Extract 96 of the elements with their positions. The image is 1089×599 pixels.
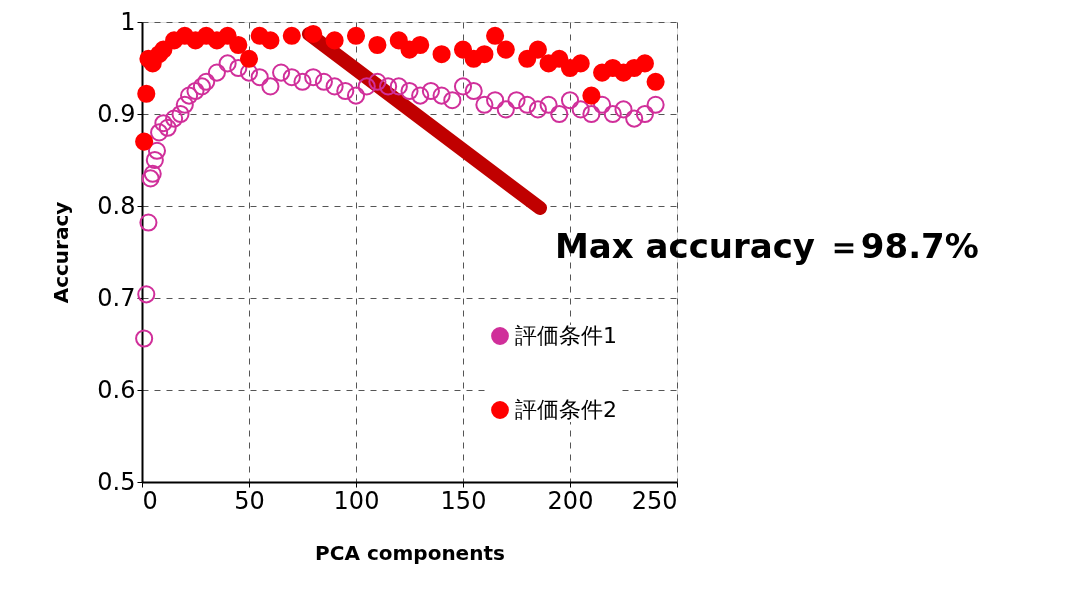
point <box>411 86 430 105</box>
point <box>207 63 226 82</box>
point <box>528 40 547 59</box>
point <box>346 86 366 105</box>
y-tick-label: 0.6 <box>97 375 136 404</box>
annotation: Max accuracy ＝98.7% <box>555 226 979 266</box>
point <box>239 63 259 82</box>
point <box>593 95 612 114</box>
point <box>389 77 408 96</box>
point <box>282 68 301 87</box>
y-tick-label: 0.5 <box>97 467 136 496</box>
x-axis-title: PCA components <box>315 540 505 565</box>
point <box>582 86 601 105</box>
point <box>368 35 387 55</box>
point <box>550 104 569 124</box>
point <box>411 35 430 55</box>
y-tick-label: 0.8 <box>97 191 136 220</box>
y-tick-label: 0.7 <box>97 283 136 312</box>
point <box>625 109 644 128</box>
point <box>192 77 211 96</box>
point <box>432 86 451 105</box>
point <box>518 95 537 114</box>
point <box>293 72 312 91</box>
point <box>571 100 590 119</box>
point <box>646 95 665 114</box>
point <box>145 150 164 170</box>
point <box>336 81 355 101</box>
point <box>143 164 162 183</box>
point <box>229 35 248 55</box>
x-tick-label: 100 <box>333 486 380 515</box>
point <box>147 141 167 160</box>
point <box>635 104 654 124</box>
point <box>346 26 366 45</box>
point <box>154 114 173 133</box>
point <box>486 91 505 110</box>
point <box>135 329 154 348</box>
point <box>475 45 494 64</box>
y-tick-label: 1 <box>120 7 136 36</box>
point <box>150 123 169 142</box>
point <box>357 77 376 96</box>
point <box>582 104 601 124</box>
point <box>171 104 190 124</box>
point <box>218 54 237 73</box>
point <box>475 95 494 114</box>
point <box>175 95 194 114</box>
y-axis-title: Accuracy <box>49 201 74 304</box>
x-tick-label: 50 <box>234 486 265 515</box>
point <box>325 77 344 96</box>
point <box>139 213 158 232</box>
point <box>239 49 259 68</box>
point <box>261 31 280 50</box>
point <box>272 63 291 82</box>
point <box>603 104 622 124</box>
point <box>432 45 451 64</box>
point <box>261 77 280 96</box>
legend-label: 評価条件1 <box>515 323 617 348</box>
point <box>304 68 323 87</box>
x-tick-label: 150 <box>440 486 487 515</box>
point <box>137 84 156 103</box>
point <box>646 72 665 91</box>
point <box>614 100 633 119</box>
point <box>314 72 333 91</box>
point <box>304 24 323 44</box>
point <box>325 31 344 50</box>
x-tick-label: 250 <box>631 486 678 515</box>
point <box>180 86 199 105</box>
point <box>453 77 473 96</box>
point <box>379 77 398 96</box>
point <box>165 109 184 128</box>
point <box>250 68 269 87</box>
point <box>229 58 248 78</box>
point <box>137 285 156 304</box>
point <box>486 26 505 45</box>
point <box>197 72 216 91</box>
y-tick-label: 0.9 <box>97 99 136 128</box>
point <box>635 54 654 73</box>
point <box>571 54 590 73</box>
point <box>141 169 160 188</box>
point <box>443 91 462 110</box>
point <box>464 81 483 101</box>
point <box>496 40 515 59</box>
x-tick-label: 200 <box>547 486 594 515</box>
point <box>507 91 526 110</box>
point <box>282 26 301 45</box>
point <box>539 95 558 114</box>
point <box>186 81 205 101</box>
point <box>560 91 580 110</box>
point <box>421 81 440 101</box>
point <box>135 132 154 151</box>
point <box>496 100 515 119</box>
x-tick-label: 0 <box>142 486 158 515</box>
point <box>368 72 387 91</box>
legend-label: 評価条件2 <box>515 397 617 422</box>
point <box>158 118 177 137</box>
point <box>400 81 419 101</box>
point <box>528 100 547 119</box>
